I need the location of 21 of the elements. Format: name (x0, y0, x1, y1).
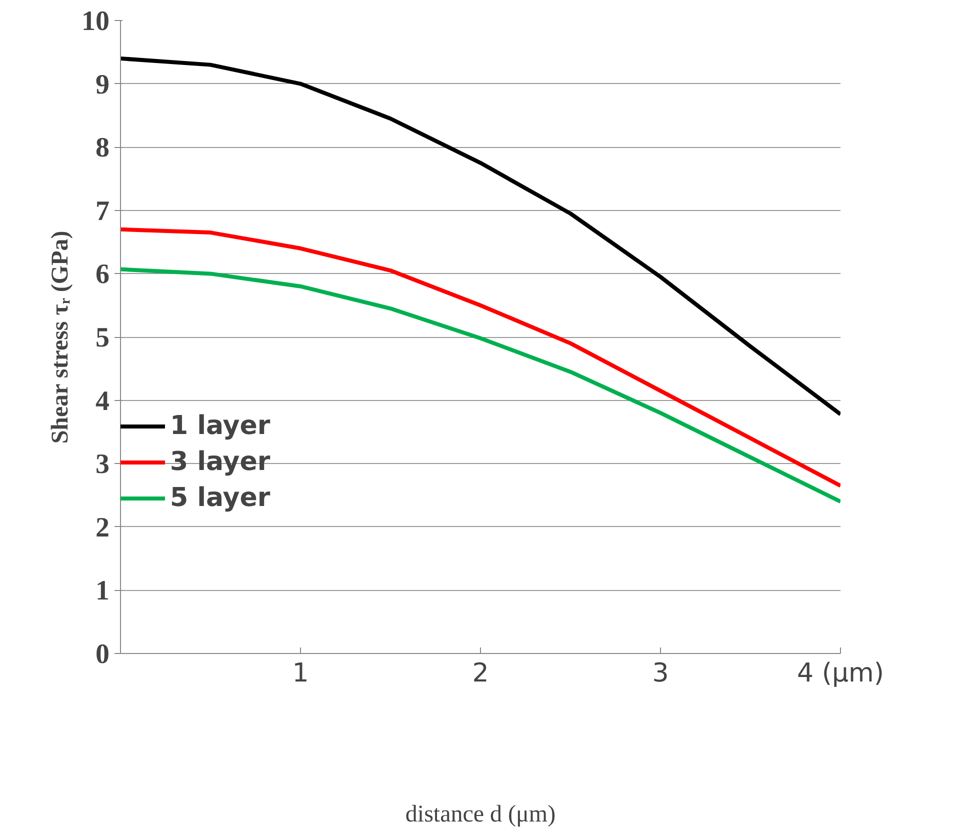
y-tick-label: 2 (96, 512, 110, 544)
x-tick-label: 2 (472, 658, 489, 688)
x-axis-title: distance d (μm) (405, 802, 556, 828)
y-tick-label: 10 (82, 6, 110, 37)
y-tick-label: 9 (96, 69, 110, 100)
y-tick-label: 0 (96, 639, 110, 670)
legend-label: 1 layer (170, 411, 270, 441)
y-tick-label: 5 (96, 322, 110, 354)
y-tick-label: 4 (96, 386, 110, 417)
y-tick-label: 1 (96, 576, 110, 607)
x-tick-label: 3 (652, 658, 669, 688)
x-tick-label: 1 (292, 658, 309, 688)
line-series (120, 227, 840, 488)
y-tick-label: 8 (96, 132, 110, 164)
y-tick-label: 7 (96, 196, 110, 227)
x-tick-label: 4 (μm) (797, 658, 884, 688)
legend-label: 3 layer (170, 447, 270, 477)
legend-label: 5 layer (170, 483, 270, 513)
y-axis-title: Shear stress τᵣ (GPa) (48, 230, 74, 444)
y-tick-label: 3 (96, 449, 110, 480)
y-tick-label: 6 (96, 259, 110, 290)
